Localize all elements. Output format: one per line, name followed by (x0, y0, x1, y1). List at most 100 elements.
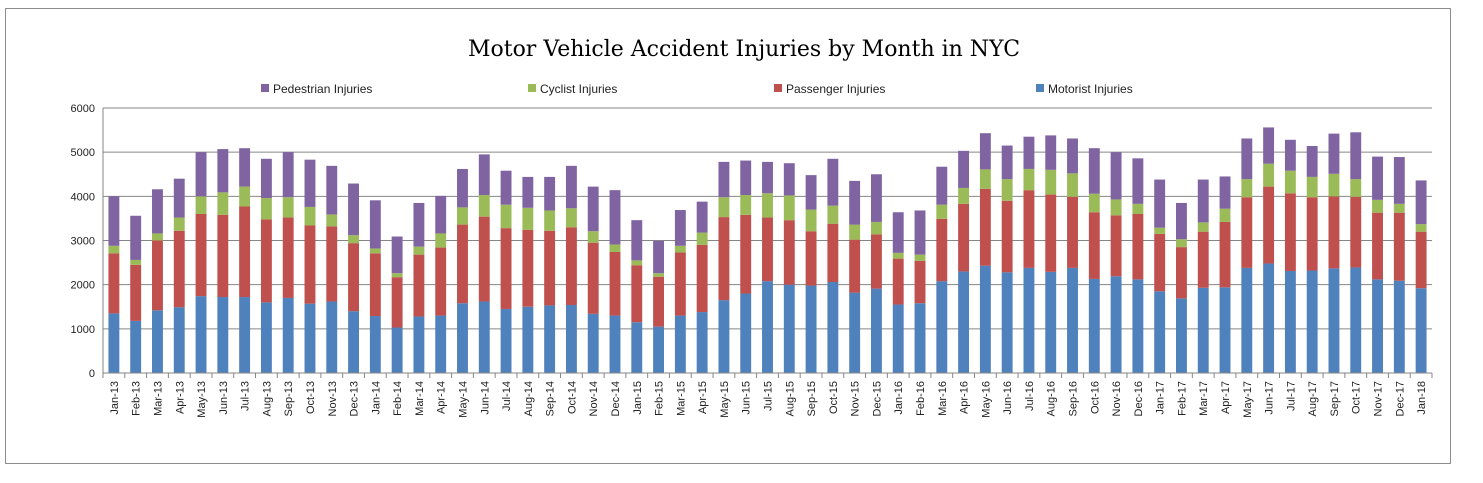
x-tick-label: May-13 (196, 381, 208, 418)
bar-pedestrian-injuries (609, 190, 621, 245)
bar-motorist-injuries (1241, 267, 1253, 373)
x-tick-label: Nov-15 (850, 381, 862, 416)
bar-cyclist-injuries (326, 214, 338, 227)
bar-motorist-injuries (783, 284, 795, 373)
bar-passenger-injuries (1067, 196, 1078, 268)
bar-passenger-injuries (1306, 197, 1318, 271)
bar-motorist-injuries (391, 327, 403, 373)
bar-motorist-injuries (762, 281, 773, 373)
legend-swatch (528, 84, 536, 92)
bar-pedestrian-injuries (1110, 152, 1122, 200)
y-tick-label: 5000 (71, 147, 95, 159)
bar-passenger-injuries (1219, 221, 1231, 288)
x-tick-label: Sep-14 (545, 381, 557, 416)
bar-pedestrian-injuries (1284, 139, 1296, 171)
bar-passenger-injuries (304, 225, 316, 304)
bar-passenger-injuries (457, 224, 468, 304)
bar-motorist-injuries (805, 285, 817, 373)
bar-cyclist-injuries (217, 192, 229, 215)
bar-cyclist-injuries (936, 204, 948, 219)
bar-passenger-injuries (631, 265, 643, 323)
bar-cyclist-injuries (762, 193, 773, 218)
bar-pedestrian-injuries (435, 195, 447, 234)
bar-pedestrian-injuries (1132, 158, 1144, 204)
bar-motorist-injuries (1415, 288, 1427, 373)
bar-motorist-injuries (195, 296, 207, 373)
bar-cyclist-injuries (1284, 170, 1296, 194)
bar-motorist-injuries (1393, 280, 1405, 373)
x-tick-label: Feb-17 (1176, 381, 1188, 416)
bar-cyclist-injuries (1306, 176, 1318, 198)
bar-motorist-injuries (631, 322, 643, 373)
bar-pedestrian-injuries (413, 202, 425, 247)
bar-passenger-injuries (696, 244, 708, 313)
bar-pedestrian-injuries (1219, 176, 1231, 209)
legend-label: Pedestrian Injuries (273, 82, 372, 96)
bar-cyclist-injuries (653, 273, 665, 277)
x-tick-label: Apr-14 (436, 381, 448, 414)
bar-passenger-injuries (260, 219, 272, 303)
bar-motorist-injuries (326, 301, 338, 373)
y-tick-label: 1000 (71, 324, 95, 336)
bar-pedestrian-injuries (653, 240, 665, 274)
bar-passenger-injuries (152, 240, 163, 311)
bar-motorist-injuries (282, 297, 294, 373)
bar-pedestrian-injuries (936, 166, 948, 205)
bar-passenger-injuries (173, 230, 185, 308)
bar-pedestrian-injuries (718, 161, 730, 198)
bar-pedestrian-injuries (1023, 136, 1035, 169)
bar-passenger-injuries (849, 239, 861, 293)
bar-cyclist-injuries (282, 197, 294, 218)
bar-pedestrian-injuries (696, 201, 708, 233)
bar-pedestrian-injuries (1241, 138, 1253, 180)
bar-pedestrian-injuries (348, 183, 359, 236)
bar-pedestrian-injuries (522, 176, 534, 208)
bar-passenger-injuries (1088, 212, 1100, 279)
y-tick-label: 3000 (71, 236, 95, 248)
bar-cyclist-injuries (783, 195, 795, 221)
bar-motorist-injuries (1306, 270, 1318, 373)
x-tick-label: Apr-16 (959, 381, 971, 414)
bar-motorist-injuries (892, 304, 904, 373)
bar-motorist-injuries (544, 305, 556, 373)
bar-passenger-injuries (892, 258, 904, 305)
bar-motorist-injuries (914, 303, 926, 373)
x-tick-label: Jul-16 (1024, 381, 1036, 411)
bar-motorist-injuries (500, 308, 512, 373)
bar-passenger-injuries (805, 231, 817, 286)
legend-label: Motorist Injuries (1048, 82, 1133, 96)
y-tick-label: 0 (89, 368, 95, 380)
x-tick-label: Nov-16 (1111, 381, 1123, 416)
bar-cyclist-injuries (369, 248, 381, 254)
bar-cyclist-injuries (674, 245, 686, 253)
x-tick-label: Feb-14 (392, 381, 404, 416)
bar-cyclist-injuries (958, 187, 970, 204)
legend-label: Cyclist Injuries (540, 82, 617, 96)
bar-pedestrian-injuries (914, 210, 926, 255)
bar-cyclist-injuries (1110, 199, 1122, 216)
bars (108, 127, 1427, 373)
x-tick-label: Nov-13 (327, 381, 339, 416)
x-tick-label: Jan-13 (109, 381, 121, 415)
y-tick-label: 4000 (71, 191, 95, 203)
bar-motorist-injuries (609, 315, 621, 373)
bar-cyclist-injuries (827, 205, 839, 224)
bar-cyclist-injuries (1132, 203, 1144, 214)
bar-pedestrian-injuries (304, 159, 316, 207)
bar-pedestrian-injuries (979, 133, 991, 170)
bar-cyclist-injuries (1045, 169, 1057, 195)
bar-motorist-injuries (870, 288, 882, 373)
bar-passenger-injuries (413, 254, 425, 317)
bar-motorist-injuries (435, 315, 447, 373)
bar-motorist-injuries (936, 281, 948, 373)
bar-cyclist-injuries (587, 231, 599, 243)
bar-pedestrian-injuries (827, 158, 839, 206)
x-tick-label: Feb-13 (131, 381, 143, 416)
bar-motorist-injuries (1328, 268, 1340, 373)
bar-pedestrian-injuries (1088, 148, 1100, 194)
bar-passenger-injuries (1176, 247, 1187, 299)
bar-motorist-injuries (1154, 291, 1166, 373)
bar-pedestrian-injuries (1067, 138, 1078, 174)
bar-motorist-injuries (718, 300, 730, 373)
bar-pedestrian-injuries (544, 176, 556, 211)
